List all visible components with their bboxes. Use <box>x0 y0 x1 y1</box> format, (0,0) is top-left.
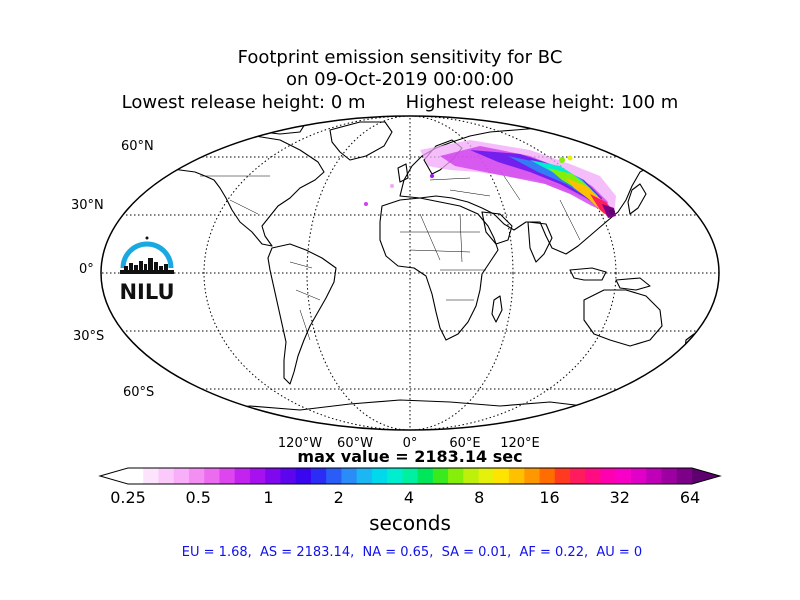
map-date: on 09-Oct-2019 00:00:00 <box>285 69 515 90</box>
japan <box>627 183 647 215</box>
colorbar-cell <box>448 468 464 484</box>
colorbar-cell <box>676 468 693 484</box>
colorbar-cell <box>326 468 342 484</box>
nilu-logo: NILU <box>116 232 178 304</box>
lon-label-0: 0° <box>402 436 418 451</box>
borders-africa <box>400 213 486 301</box>
colorbar-tick-label: 16 <box>539 488 560 507</box>
borders-americas <box>200 175 321 341</box>
colorbar-cell <box>417 468 434 484</box>
colorbar-cell <box>661 468 678 484</box>
colorbar-cell <box>249 468 266 484</box>
colorbar-cell <box>539 468 556 484</box>
colorbar-tick-label: 0.25 <box>110 488 146 507</box>
colorbar-cell <box>493 468 510 484</box>
colorbar-tick-label: 4 <box>403 488 415 507</box>
lon-label-120w: 120°W <box>277 436 323 451</box>
colorbar-tick-label: 2 <box>333 488 344 507</box>
colorbar-cell <box>570 468 586 484</box>
lat-label-60s: 60°S <box>123 385 155 400</box>
meridian-120 <box>203 116 617 430</box>
colorbar-cell <box>554 468 571 484</box>
india <box>527 221 553 263</box>
british-isles <box>397 163 409 183</box>
colorbar-tick-label: 0.5 <box>185 488 211 507</box>
new-guinea <box>615 277 651 291</box>
region-stats: EU = 1.68, AS = 2183.14, NA = 0.65, SA =… <box>181 545 643 560</box>
colorbar-outline <box>98 467 722 485</box>
colorbar-tick-label: 8 <box>474 488 485 507</box>
colorbar-cell <box>615 468 632 484</box>
colorbar-cell <box>158 468 175 484</box>
colorbar-tick-label: 32 <box>609 488 630 507</box>
south-america <box>267 243 337 385</box>
lon-label-120e: 120°E <box>500 436 540 451</box>
colorbar-cell <box>387 468 403 484</box>
lat-label-0: 0° <box>79 262 94 277</box>
lat-label-30n: 30°N <box>71 198 104 213</box>
arabia <box>481 211 513 245</box>
lon-label-60w: 60°W <box>337 436 373 451</box>
colorbar-cell <box>219 468 236 484</box>
lat-label-60n: 60°N <box>121 139 154 154</box>
colorbar-cell <box>310 468 327 484</box>
colorbar-tick-label: 1 <box>263 488 274 507</box>
north-america <box>151 135 325 247</box>
colorbar-cell <box>646 468 663 484</box>
colorbar-cell <box>341 468 358 484</box>
release-heights: Lowest release height: 0 m Highest relea… <box>121 92 679 113</box>
nilu-logo-text: NILU <box>119 280 175 304</box>
nilu-logo-mark <box>120 236 174 274</box>
colorbar-cell <box>371 468 388 484</box>
map-title: Footprint emission sensitivity for BC <box>237 47 563 68</box>
colorbar-cell <box>280 468 297 484</box>
colorbar-tick-label: 64 <box>679 488 701 507</box>
colorbar <box>98 467 722 485</box>
colorbar-cell <box>432 468 449 484</box>
colorbar-extend-high <box>692 468 720 484</box>
australia <box>583 289 663 347</box>
colorbar-cell <box>188 468 205 484</box>
max-value: max value = 2183.14 sec <box>297 447 523 466</box>
lat-label-30s: 30°S <box>73 329 105 344</box>
colorbar-cell <box>143 468 159 484</box>
colorbar-cell <box>173 468 190 484</box>
colorbar-cell <box>478 468 495 484</box>
colorbar-cell <box>585 468 602 484</box>
colorbar-cell <box>356 468 373 484</box>
greenland <box>329 121 393 161</box>
colorbar-cell <box>295 468 312 484</box>
colorbar-cell <box>402 468 419 484</box>
sensitivity-plume <box>364 140 616 218</box>
map-boundary <box>100 115 720 431</box>
africa <box>379 197 499 341</box>
colorbar-extend-low <box>100 468 128 484</box>
colorbar-cell <box>463 468 480 484</box>
colorbar-label: seconds <box>369 511 451 535</box>
colorbar-cell <box>524 468 541 484</box>
colorbar-cell <box>265 468 281 484</box>
colorbar-cell <box>204 468 220 484</box>
lon-label-60e: 60°E <box>449 436 481 451</box>
colorbar-cell <box>631 468 647 484</box>
colorbar-cell <box>128 468 144 484</box>
colorbar-cell <box>234 468 251 484</box>
colorbar-cell <box>600 468 617 484</box>
madagascar <box>491 295 503 323</box>
indonesia <box>569 267 607 281</box>
colorbar-cell <box>509 468 525 484</box>
